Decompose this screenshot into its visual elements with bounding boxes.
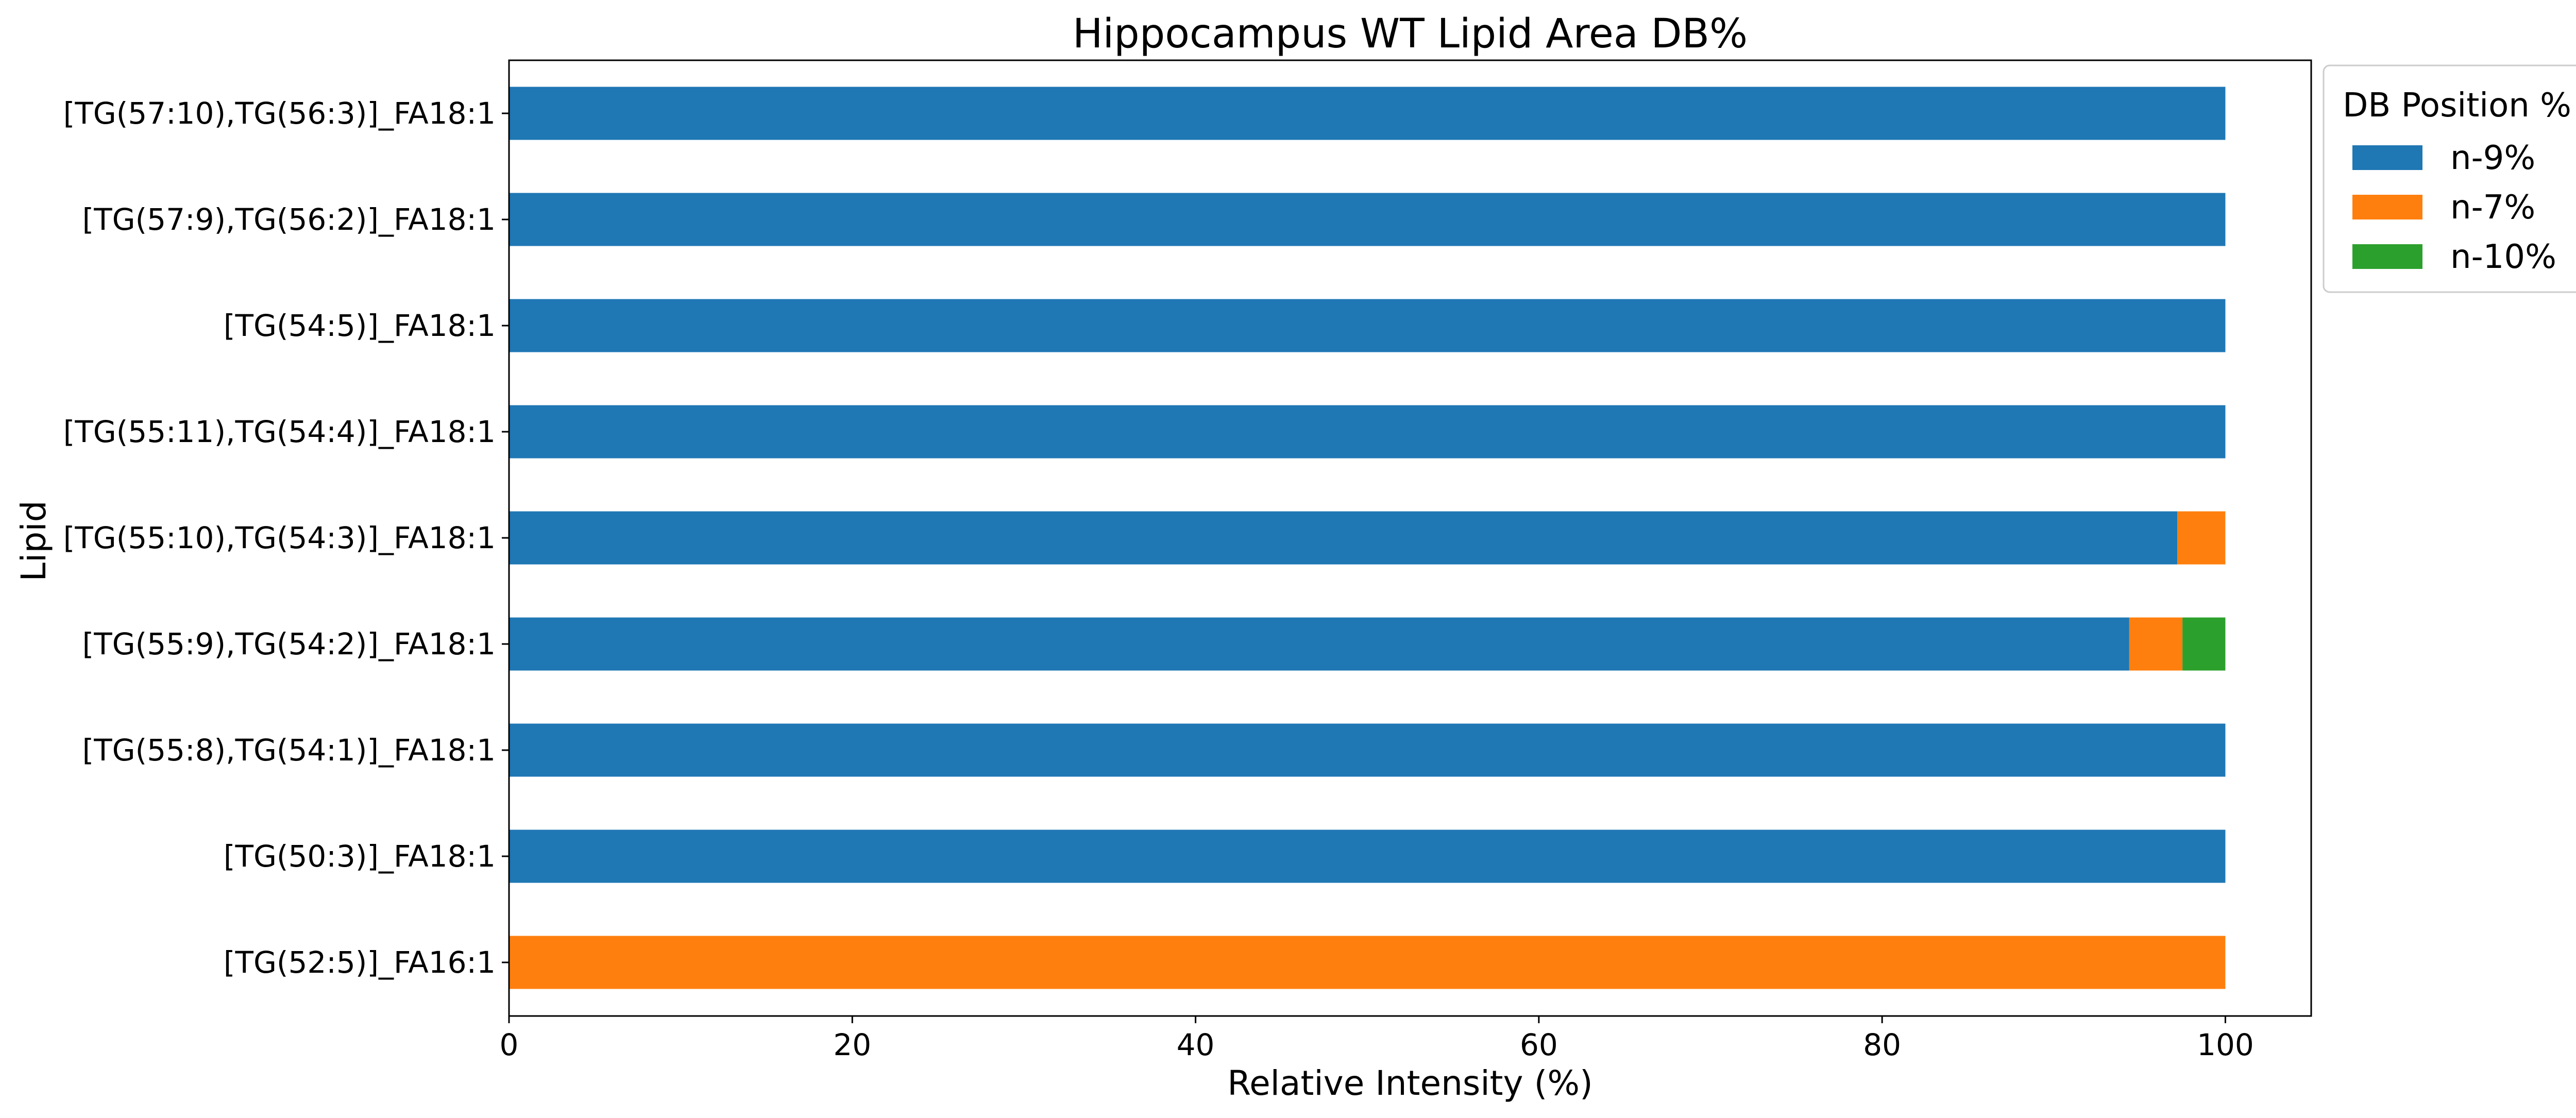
y-tick-label: [TG(57:10),TG(56:3)]_FA18:1	[63, 96, 496, 131]
x-axis-ticks: 0 20 40 60 80 100	[500, 1016, 2254, 1062]
legend-swatch-n10	[2352, 244, 2422, 269]
bar-segment-n10-5	[2182, 617, 2226, 671]
legend-swatch-n9	[2352, 145, 2422, 170]
x-tick-label: 20	[833, 1027, 871, 1062]
bar-segment-n9-4	[509, 511, 2178, 565]
y-tick-label: [TG(54:5)]_FA18:1	[224, 308, 496, 343]
x-axis-label: Relative Intensity (%)	[1227, 1063, 1593, 1103]
x-tick-label: 60	[1520, 1027, 1558, 1062]
bar-segment-n9-2	[509, 299, 2226, 352]
plot-frame	[508, 59, 2312, 1017]
x-tick-label: 80	[1863, 1027, 1901, 1062]
legend-items: n-9% n-7% n-10%	[2352, 139, 2556, 276]
x-tick-label: 100	[2197, 1027, 2254, 1062]
x-tick-label: 0	[500, 1027, 519, 1062]
legend-title: DB Position %	[2343, 87, 2571, 125]
bar-segment-n9-5	[509, 617, 2129, 671]
bar-segment-n9-7	[509, 829, 2226, 883]
legend-box	[2323, 64, 2576, 293]
bar-segment-n9-0	[509, 87, 2226, 140]
bar-segment-n7-8	[509, 936, 2226, 989]
bar-segment-n7-4	[2177, 511, 2226, 565]
bar-segment-n9-3	[509, 405, 2226, 459]
y-tick-label: [TG(57:9),TG(56:2)]_FA18:1	[82, 202, 496, 237]
bars-layer	[509, 87, 2226, 989]
bar-segment-n7-5	[2129, 617, 2183, 671]
x-tick-label: 40	[1177, 1027, 1215, 1062]
bar-segment-n9-6	[509, 723, 2226, 777]
y-tick-label: [TG(52:5)]_FA16:1	[224, 945, 496, 980]
legend: DB Position % n-9% n-7% n-10%	[2323, 64, 2576, 293]
bar-segment-n9-1	[509, 193, 2226, 246]
y-tick-label: [TG(55:11),TG(54:4)]_FA18:1	[63, 414, 496, 449]
chart-title: Hippocampus WT Lipid Area DB%	[1073, 11, 1748, 57]
y-axis-ticks: [TG(57:10),TG(56:3)]_FA18:1 [TG(57:9),TG(…	[63, 96, 509, 980]
y-tick-label: [TG(50:3)]_FA18:1	[224, 839, 496, 874]
legend-label: n-9%	[2450, 139, 2535, 177]
y-tick-label: [TG(55:10),TG(54:3)]_FA18:1	[63, 520, 496, 555]
legend-label: n-7%	[2450, 189, 2535, 227]
legend-label: n-10%	[2450, 238, 2556, 276]
y-tick-label: [TG(55:8),TG(54:1)]_FA18:1	[82, 733, 496, 768]
y-tick-label: [TG(55:9),TG(54:2)]_FA18:1	[82, 626, 496, 662]
legend-swatch-n7	[2352, 195, 2422, 219]
y-axis-label: Lipid	[14, 500, 54, 581]
